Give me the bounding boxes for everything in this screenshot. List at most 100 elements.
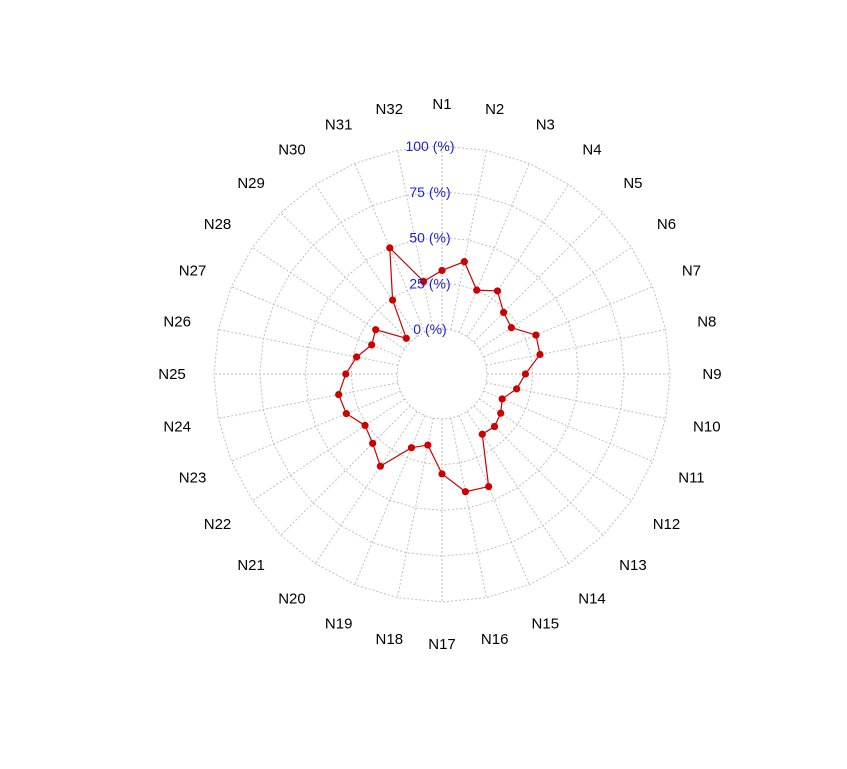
grid-spoke	[466, 411, 570, 564]
grid-spoke	[231, 286, 401, 358]
axis-label-n25: N25	[158, 366, 186, 383]
data-point-n14	[478, 430, 486, 438]
data-point-n18	[424, 441, 432, 449]
grid-spoke	[466, 184, 570, 337]
axis-label-n28: N28	[204, 216, 232, 233]
grid-spoke	[218, 329, 398, 366]
data-point-n5	[499, 308, 508, 317]
data-point-n7	[532, 331, 540, 339]
ring-label: 100 (%)	[405, 138, 454, 154]
axis-label-n29: N29	[237, 175, 265, 192]
data-point-n23	[342, 410, 350, 418]
data-point-n16	[461, 488, 470, 496]
data-point-n32	[419, 277, 428, 286]
ring-label: 75 (%)	[409, 184, 450, 200]
axis-label-n2: N2	[485, 101, 504, 118]
ring-label: 50 (%)	[409, 230, 450, 246]
axis-labels: N1 N2 N3 N4 N5 N6 N7 N8 N9 N10 N11 N12 N13 N14 N15 N16 N…	[158, 96, 721, 653]
chart-grid	[213, 145, 671, 603]
axis-label-n32: N32	[376, 101, 404, 118]
grid-spoke	[483, 286, 653, 358]
grid-spoke	[450, 418, 487, 598]
grid-spoke	[314, 411, 418, 564]
axis-label-n5: N5	[623, 175, 642, 192]
grid-spoke	[473, 405, 604, 536]
axis-label-n19: N19	[325, 615, 353, 632]
data-point-n21	[369, 439, 377, 447]
axis-label-n17: N17	[428, 636, 456, 653]
axis-label-n14: N14	[578, 590, 606, 607]
grid-spoke	[354, 415, 426, 585]
data-point-n15	[485, 482, 493, 491]
data-point-n2	[460, 258, 468, 266]
grid-ring	[304, 236, 580, 512]
grid-spoke	[280, 405, 411, 536]
axis-label-n1: N1	[432, 96, 451, 113]
grid-spoke	[483, 390, 653, 462]
data-point-n25	[342, 370, 350, 378]
axis-label-n26: N26	[163, 313, 191, 330]
axis-label-n13: N13	[619, 557, 647, 574]
axis-label-n27: N27	[179, 263, 207, 280]
grid-spoke	[252, 246, 405, 350]
data-point-n30	[388, 296, 397, 304]
axis-label-n11: N11	[678, 469, 704, 486]
data-point-n1	[438, 266, 446, 275]
grid-ring	[259, 191, 625, 557]
data-point-n19	[407, 444, 416, 452]
data-point-n28	[372, 326, 380, 334]
axis-label-n16: N16	[481, 631, 509, 648]
data-point-n27	[368, 341, 376, 349]
grid-spoke	[314, 184, 418, 337]
ring-label: 0 (%)	[413, 321, 446, 337]
axis-label-n4: N4	[582, 142, 601, 159]
grid-spoke	[479, 246, 632, 350]
data-point-n4	[493, 287, 502, 295]
grid-spoke	[479, 398, 632, 502]
grid-spoke	[218, 382, 398, 419]
chart-series	[335, 244, 544, 496]
data-point-n29	[402, 334, 410, 342]
grid-spoke	[397, 150, 434, 330]
data-point-n22	[361, 421, 369, 430]
grid-spoke	[354, 163, 426, 333]
axis-label-n9: N9	[702, 366, 721, 383]
axis-label-n6: N6	[657, 216, 676, 233]
axis-label-n21: N21	[237, 557, 265, 574]
ring-label: 25 (%)	[409, 275, 450, 291]
axis-label-n30: N30	[278, 142, 306, 159]
axis-label-n24: N24	[163, 419, 191, 436]
data-point-n6	[507, 324, 515, 332]
data-point-n12	[497, 409, 505, 417]
axis-label-n3: N3	[536, 117, 555, 134]
data-point-n11	[498, 395, 506, 403]
grid-spoke	[458, 163, 530, 333]
grid-spoke	[450, 150, 487, 330]
data-point-n17	[438, 470, 446, 478]
axis-label-n18: N18	[376, 631, 404, 648]
axis-label-n15: N15	[532, 615, 560, 632]
data-point-n26	[352, 353, 361, 361]
axis-label-n31: N31	[325, 117, 353, 134]
grid-spoke	[231, 390, 401, 462]
grid-spoke	[280, 212, 411, 343]
axis-label-n22: N22	[204, 516, 232, 533]
axis-label-n20: N20	[278, 590, 306, 607]
axis-label-n23: N23	[179, 469, 207, 486]
axis-label-n7: N7	[682, 263, 701, 280]
ring-labels: 0 (%) 25 (%) 50 (%) 75 (%) 100 (%)	[405, 138, 454, 337]
grid-spoke	[486, 382, 666, 419]
grid-spoke	[252, 398, 405, 502]
grid-spoke	[458, 415, 530, 585]
data-point-n10	[513, 385, 521, 393]
grid-spoke	[397, 418, 434, 598]
grid-ring	[396, 328, 488, 420]
data-point-n31	[386, 244, 394, 252]
data-point-n20	[376, 462, 384, 470]
grid-spoke	[486, 329, 666, 366]
data-point-n8	[536, 350, 544, 359]
data-point-n9	[521, 370, 530, 378]
data-point-n24	[335, 390, 343, 399]
grid-spoke	[473, 212, 604, 343]
grid-ring	[350, 282, 534, 466]
